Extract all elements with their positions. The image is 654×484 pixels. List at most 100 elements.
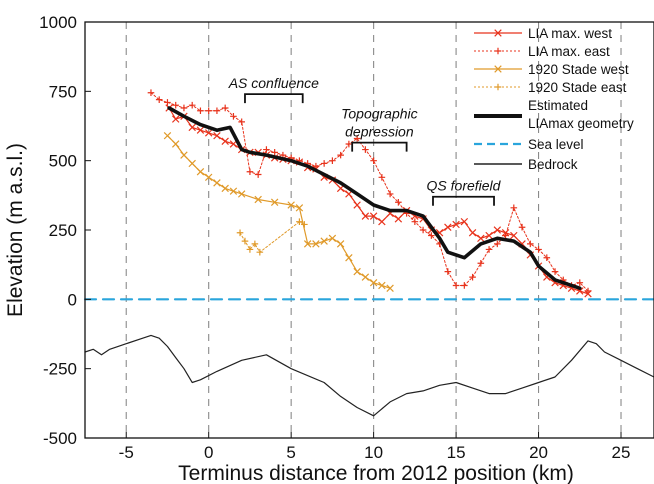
- lia-max-west-point: [221, 137, 229, 145]
- legend-label-sea-level: Sea level: [528, 137, 584, 152]
- lia-max-east-point: [378, 174, 386, 181]
- lia-max-east-point: [370, 157, 377, 164]
- stade-1920-east-point: [236, 229, 244, 237]
- lia-max-east-point: [452, 282, 460, 289]
- stade-1920-west-point: [369, 278, 378, 287]
- y-tick-label: 750: [49, 82, 77, 101]
- lia-max-west-point: [369, 212, 378, 220]
- estimated-liamax-line: [167, 106, 582, 290]
- lia-max-west-line: [168, 107, 589, 295]
- x-tick-label: 10: [364, 443, 383, 462]
- lia-max-west-point: [493, 226, 502, 234]
- lia-max-east-line: [150, 92, 589, 292]
- lia-max-east-point: [263, 146, 270, 153]
- lia-max-east-point: [205, 107, 212, 115]
- stade-1920-east-series: [236, 218, 308, 256]
- y-tick-label: -500: [43, 429, 77, 448]
- lia-max-east-point: [213, 107, 221, 115]
- lia-max-west-point: [196, 126, 205, 134]
- lia-max-east-point: [337, 151, 344, 159]
- lia-max-west-point: [468, 229, 477, 237]
- lia-max-west-point: [485, 231, 493, 240]
- lia-max-west-point: [353, 201, 361, 209]
- stade-1920-west-point: [378, 281, 386, 290]
- stade-1920-east-point: [251, 240, 259, 248]
- stade-1920-west-point: [254, 195, 262, 204]
- lia-max-east-point: [535, 246, 542, 253]
- y-tick-label: 500: [49, 152, 77, 171]
- stade-1920-west-point: [320, 237, 328, 245]
- lia-max-east-point: [254, 171, 262, 178]
- stade-1920-west-point: [221, 184, 229, 193]
- lia-max-west-point: [477, 234, 485, 243]
- stade-1920-west-point: [312, 240, 320, 248]
- stade-1920-west-point: [270, 198, 279, 206]
- stade-1920-east-point: [241, 237, 249, 245]
- stade-1920-west-point: [188, 159, 196, 168]
- lia-max-east-point: [543, 254, 551, 262]
- stade-1920-west-point: [237, 190, 246, 198]
- legend-label-stade-1920-west: 1920 Stade west: [528, 62, 629, 77]
- stade-1920-west-point: [204, 173, 213, 182]
- lia-max-east-point: [395, 198, 402, 206]
- annotation-bracket: [432, 195, 495, 206]
- legend-marker-stade-1920-east: [494, 83, 502, 91]
- stade-1920-east-point: [296, 218, 303, 225]
- stade-1920-west-series: [163, 131, 394, 292]
- stade-1920-west-point: [295, 204, 304, 212]
- legend-label-lia-max-west: LIA max. west: [528, 26, 612, 41]
- lia-max-east-point: [329, 157, 336, 164]
- annotation-label: AS confluence: [228, 75, 319, 91]
- lia-max-east-point: [188, 101, 196, 109]
- legend-label-estimated-liamax: Estimated: [528, 98, 588, 113]
- stade-1920-west-point: [361, 273, 370, 281]
- lia-max-east-point: [502, 232, 509, 239]
- lia-max-east-point: [477, 259, 485, 267]
- stade-1920-west-point: [213, 179, 221, 187]
- stade-1920-west-point: [171, 140, 180, 148]
- lia-max-east-point: [419, 226, 427, 234]
- lia-max-west-point: [378, 217, 386, 226]
- bedrock-line: [84, 334, 654, 417]
- lia-max-east-point: [320, 160, 328, 167]
- y-tick-label: 250: [49, 221, 77, 240]
- lia-max-east-point: [238, 118, 245, 126]
- lia-max-east-point: [353, 135, 361, 142]
- legend-label-lia-max-east: LIA max. east: [528, 44, 610, 59]
- lia-max-east-series: [147, 89, 592, 295]
- lia-max-east-point: [411, 218, 419, 225]
- lia-max-east-point: [180, 104, 188, 112]
- stade-1920-west-point: [328, 234, 337, 243]
- lia-max-east-point: [444, 268, 452, 275]
- lia-max-west-point: [510, 231, 518, 240]
- bedrock-series: [84, 334, 654, 417]
- stade-1920-east-point: [301, 221, 308, 228]
- legend-label-estimated-liamax: LIAmax geometry: [528, 116, 634, 131]
- lia-max-east-point: [584, 287, 592, 295]
- lia-max-west-point: [452, 220, 460, 229]
- stade-1920-west-point: [163, 131, 172, 140]
- lia-max-east-point: [551, 268, 559, 275]
- lia-max-east-point: [576, 279, 584, 286]
- legend-label-stade-1920-east: 1920 Stade east: [528, 80, 627, 95]
- y-tick-label: 1000: [39, 13, 77, 32]
- stade-1920-west-point: [345, 254, 353, 262]
- stade-1920-west-point: [196, 168, 205, 176]
- x-tick-label: 5: [286, 443, 295, 462]
- lia-max-west-point: [213, 131, 221, 140]
- x-tick-label: 20: [529, 443, 548, 462]
- x-tick-label: 25: [612, 443, 631, 462]
- legend-label-bedrock: Bedrock: [528, 157, 578, 172]
- lia-max-west-series: [165, 104, 592, 298]
- lia-max-east-point: [147, 89, 155, 97]
- y-tick-label: 0: [68, 290, 77, 309]
- legend-marker-stade-1920-west: [494, 65, 502, 73]
- x-tick-label: -5: [119, 443, 134, 462]
- lia-max-east-point: [271, 149, 278, 156]
- lia-max-east-point: [518, 223, 526, 231]
- stade-1920-west-point: [180, 151, 188, 159]
- stade-1920-east-point: [246, 246, 254, 253]
- lia-max-west-point: [188, 123, 196, 132]
- annotation-label: Topographic: [341, 106, 418, 122]
- lia-max-west-point: [394, 215, 403, 223]
